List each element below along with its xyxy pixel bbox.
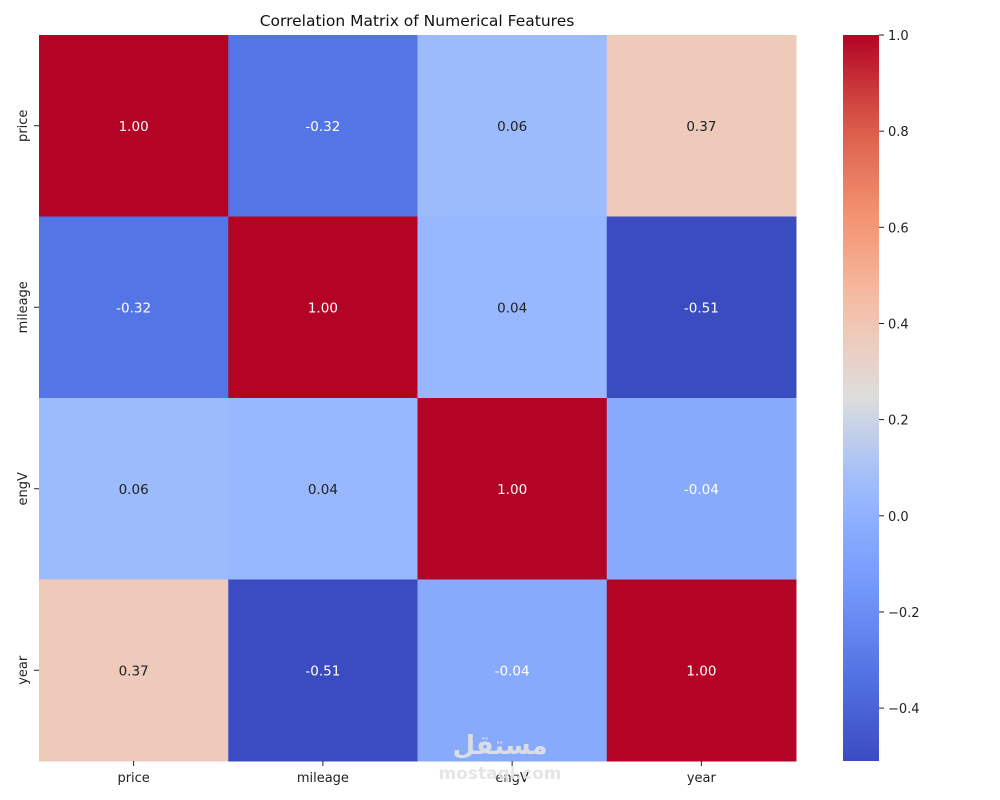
heatmap-cell-mileage-price — [39, 216, 229, 399]
x-tick-label: year — [687, 771, 717, 786]
cell-value-label: 0.04 — [308, 482, 338, 498]
x-tick-label: engV — [495, 771, 528, 786]
heatmap-cell-year-engV — [417, 579, 608, 762]
heatmap-cell-mileage-mileage — [228, 216, 418, 399]
heatmap-cell-price-mileage — [228, 35, 418, 217]
heatmap-cell-year-price — [39, 579, 229, 762]
heatmap-cell-price-engV — [417, 35, 608, 217]
chart-title: Correlation Matrix of Numerical Features — [260, 12, 575, 30]
heatmap-cell-year-mileage — [228, 579, 418, 762]
y-tick-label: mileage — [16, 281, 31, 333]
y-tick-label: price — [16, 110, 31, 142]
cell-value-label: -0.32 — [305, 119, 340, 135]
cell-value-label: -0.04 — [684, 482, 719, 498]
cell-value-label: 1.00 — [119, 119, 149, 135]
colorbar-tick-label: −0.2 — [888, 606, 920, 621]
cell-value-label: -0.32 — [116, 300, 151, 316]
heatmap-cell-engV-mileage — [228, 398, 418, 580]
watermark-site-text: mostaql.com — [438, 764, 561, 784]
cell-value-label: 1.00 — [686, 663, 716, 679]
y-axis: price mileage engV year — [16, 110, 39, 685]
cell-value-label: 0.06 — [119, 482, 149, 498]
x-tick-label: price — [117, 771, 149, 786]
heatmap-cell-year-year — [606, 579, 797, 762]
cell-value-label: -0.04 — [495, 663, 530, 679]
cell-value-label: -0.51 — [305, 663, 340, 679]
heatmap-cell-engV-engV — [417, 398, 608, 580]
cell-value-label: 0.37 — [686, 119, 716, 135]
cell-value-label: 0.04 — [497, 300, 527, 316]
heatmap-cell-labels: 1.00 -0.32 0.06 0.37 -0.32 1.00 0.04 -0.51 0.06 0… — [116, 119, 719, 680]
colorbar: 1.0 0.8 0.6 0.4 0.2 0.0 −0.2 −0.4 — [843, 29, 920, 761]
heatmap-cell-mileage-year — [606, 216, 797, 399]
heatmap-cells — [39, 35, 797, 762]
colorbar-tick-label: 0.6 — [888, 221, 909, 236]
colorbar-gradient — [843, 35, 879, 761]
cell-value-label: 1.00 — [308, 300, 338, 316]
colorbar-tick-label: 1.0 — [888, 29, 909, 44]
cell-value-label: 0.37 — [119, 663, 149, 679]
y-tick-label: year — [16, 655, 31, 685]
heatmap-cell-engV-price — [39, 398, 229, 580]
colorbar-tick-label: 0.4 — [888, 317, 909, 332]
heatmap-cell-mileage-engV — [417, 216, 608, 399]
watermark-logo: مستقل mostaql.com — [438, 731, 561, 784]
heatmap-cell-price-year — [606, 35, 797, 217]
cell-value-label: 0.06 — [497, 119, 527, 135]
cell-value-label: -0.51 — [684, 300, 719, 316]
heatmap-cell-engV-year — [606, 398, 797, 580]
colorbar-tick-label: 0.0 — [888, 510, 909, 525]
cell-value-label: 1.00 — [497, 482, 527, 498]
colorbar-tick-label: −0.4 — [888, 702, 920, 717]
watermark-logo-text: مستقل — [452, 731, 547, 761]
x-tick-label: mileage — [297, 771, 349, 786]
colorbar-tick-label: 0.2 — [888, 414, 909, 429]
colorbar-tick-label: 0.8 — [888, 125, 909, 140]
heatmap-cell-price-price — [39, 35, 229, 217]
y-tick-label: engV — [16, 472, 31, 505]
x-axis: price mileage engV year — [117, 761, 717, 786]
